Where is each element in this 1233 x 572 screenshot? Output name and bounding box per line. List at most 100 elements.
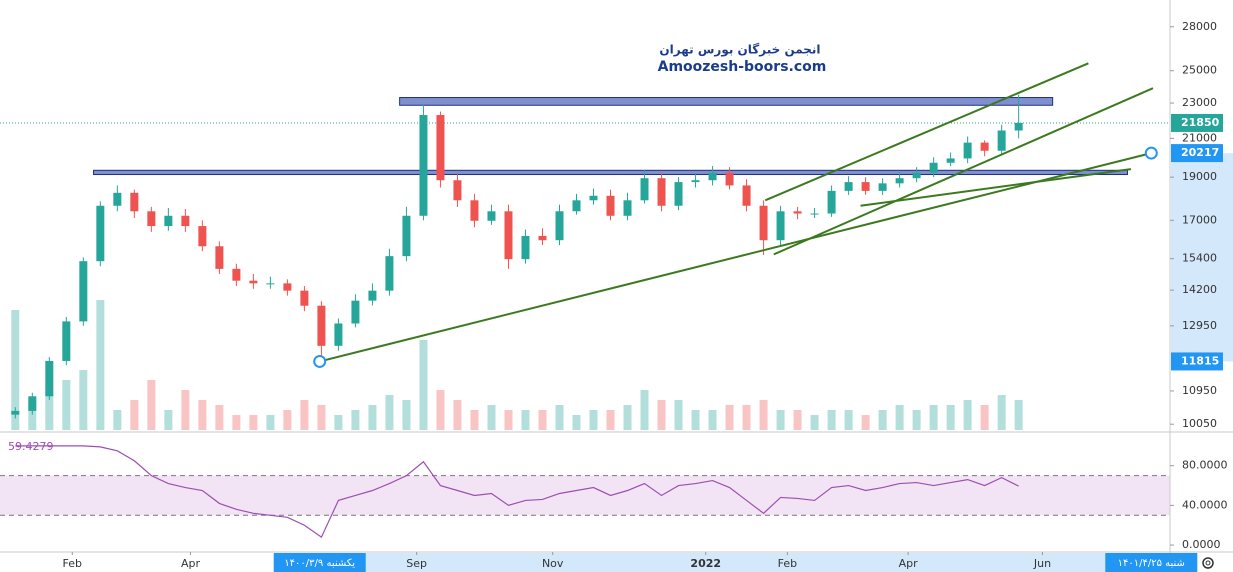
candle-body	[470, 200, 479, 221]
volume-bar	[147, 380, 156, 430]
y-tick-label: 21000	[1182, 131, 1217, 144]
volume-bar	[215, 405, 224, 430]
candle-body	[283, 283, 292, 291]
volume-bar	[912, 410, 921, 430]
price-range-highlight	[1171, 153, 1233, 362]
volume-bar	[232, 415, 241, 430]
volume-bar	[113, 410, 122, 430]
volume-bar	[28, 400, 37, 430]
volume-bar	[606, 410, 615, 430]
volume-bar	[266, 415, 275, 430]
rsi-y-tick-label: 0.0000	[1182, 538, 1221, 551]
last-price-label-bg	[1171, 113, 1223, 132]
candle-body	[674, 182, 683, 206]
x-tick-label: 2022	[690, 557, 721, 570]
volume-bar	[79, 370, 88, 430]
candle-body	[249, 280, 258, 284]
candle-body	[538, 235, 547, 241]
price-label-bg	[1171, 144, 1223, 163]
volume-bar	[1014, 400, 1023, 430]
x-tick-label: Feb	[63, 557, 82, 570]
date-label-bg	[273, 553, 366, 572]
volume-bar	[96, 300, 105, 430]
candle-body	[351, 300, 360, 324]
candle-body	[164, 215, 173, 227]
volume-bar	[555, 405, 564, 430]
candle-body	[215, 246, 224, 269]
candle-body	[147, 211, 156, 227]
volume-bar	[334, 415, 343, 430]
x-tick-label: Jun	[1033, 557, 1051, 570]
price-label: 11815	[1181, 354, 1219, 367]
volume-bar	[62, 380, 71, 430]
volume-bar	[11, 310, 20, 430]
settings-icon[interactable]	[1202, 557, 1214, 569]
y-tick-label: 10050	[1182, 417, 1217, 430]
rsi-line	[15, 445, 1019, 539]
volume-bar	[300, 400, 309, 430]
y-tick-label: 12950	[1182, 319, 1217, 332]
volume-bar	[572, 415, 581, 430]
volume-bar	[130, 400, 139, 430]
volume-bar	[368, 405, 377, 430]
candle-body	[368, 290, 377, 301]
watermark-line2: Amoozesh-boors.com	[658, 59, 827, 75]
candle-body	[589, 195, 598, 201]
candle-body	[45, 360, 54, 397]
candle-body	[11, 410, 20, 415]
date-label: یکشنبه ۱۴۰۰/۳/۹	[284, 558, 355, 569]
volume-bar	[793, 410, 802, 430]
volume-bar	[691, 410, 700, 430]
volume-bar	[249, 415, 258, 430]
volume-bar	[776, 410, 785, 430]
candle-body	[776, 211, 785, 241]
candle-body	[62, 321, 71, 361]
volume-bar	[844, 410, 853, 430]
candle-body	[317, 305, 326, 346]
volume-bar	[402, 400, 411, 430]
candle-body	[657, 178, 666, 206]
volume-bar	[45, 390, 54, 430]
trend-line	[773, 87, 1154, 256]
volume-bar	[487, 405, 496, 430]
candle-body	[623, 200, 632, 216]
volume-bar	[164, 410, 173, 430]
volume-bar	[385, 395, 394, 430]
date-label: شنبه ۱۴۰۱/۴/۲۵	[1118, 558, 1185, 569]
volume-bar	[810, 415, 819, 430]
candle-body	[113, 192, 122, 206]
watermark-line1: انجمن خبرگان بورس تهران	[659, 43, 820, 58]
zone	[93, 169, 1128, 176]
candle-body	[130, 192, 139, 212]
candle-body	[895, 178, 904, 184]
candle-body	[232, 268, 241, 281]
volume-bar	[181, 390, 190, 430]
candle-body	[861, 182, 870, 191]
volume-bar	[198, 400, 207, 430]
x-tick-label: Sep	[406, 557, 427, 570]
candle-body	[487, 211, 496, 221]
x-tick-label: Apr	[899, 557, 919, 570]
volume-bar	[895, 405, 904, 430]
volume-bar	[963, 400, 972, 430]
y-tick-label: 14200	[1182, 283, 1217, 296]
trend-line-handle	[313, 354, 327, 368]
price-label: 20217	[1181, 146, 1219, 159]
volume-bar	[657, 400, 666, 430]
price-label-bg	[1171, 352, 1223, 371]
volume-bar	[878, 410, 887, 430]
candle-body	[28, 396, 37, 411]
candle-body	[793, 211, 802, 214]
candle-body	[691, 180, 700, 183]
trend-line-handle	[1144, 146, 1158, 160]
volume-bar	[980, 405, 989, 430]
candle-body	[504, 211, 513, 260]
volume-bar	[436, 390, 445, 430]
volume-bar	[351, 410, 360, 430]
volume-bar	[504, 410, 513, 430]
trend-line	[860, 168, 1132, 207]
candle-body	[844, 182, 853, 191]
y-tick-label: 28000	[1182, 20, 1217, 33]
volume-bar	[317, 405, 326, 430]
